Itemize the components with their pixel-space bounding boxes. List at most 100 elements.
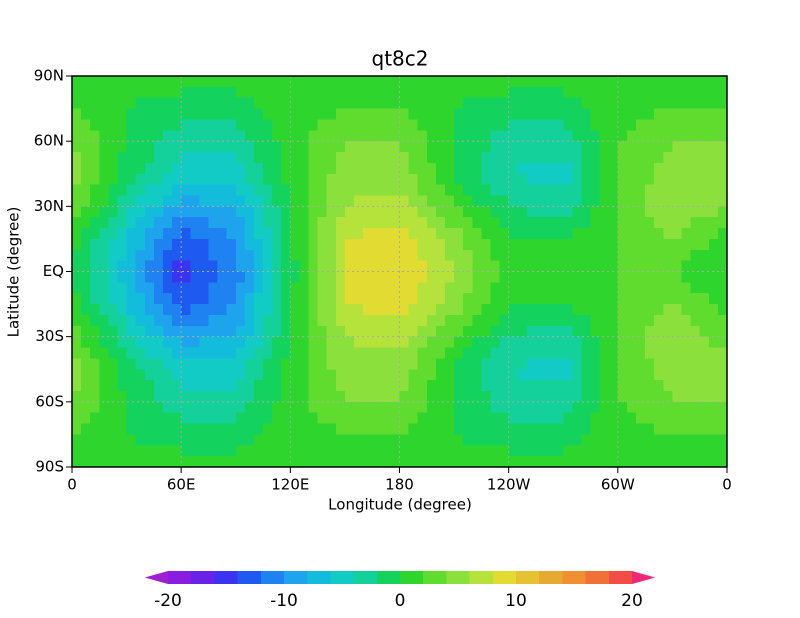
contour-cell xyxy=(344,347,355,359)
contour-cell xyxy=(590,336,601,349)
contour-cell xyxy=(590,271,601,283)
contour-cell xyxy=(299,108,310,121)
contour-cell xyxy=(299,304,310,316)
contour-cell xyxy=(608,282,619,294)
contour-cell xyxy=(663,314,674,327)
contour-cell xyxy=(499,304,510,316)
contour-cell xyxy=(317,314,328,327)
contour-cell xyxy=(162,336,173,349)
contour-cell xyxy=(108,162,119,175)
contour-cell xyxy=(108,97,119,110)
contour-cell xyxy=(381,97,392,110)
contour-cell xyxy=(545,86,555,99)
contour-cell xyxy=(253,249,264,262)
contour-cell xyxy=(372,369,382,381)
contour-cell xyxy=(435,282,446,294)
contour-cell xyxy=(663,390,674,403)
contour-cell xyxy=(217,97,228,110)
contour-cell xyxy=(717,162,728,175)
contour-cell xyxy=(626,347,637,359)
contour-cell xyxy=(526,412,537,425)
contour-cell xyxy=(581,76,592,88)
contour-cell xyxy=(572,238,583,251)
contour-cell xyxy=(272,76,282,88)
contour-cell xyxy=(263,108,273,121)
contour-cell xyxy=(717,445,728,457)
contour-cell xyxy=(563,76,573,88)
contour-cell xyxy=(326,369,337,381)
contour-cell xyxy=(408,304,419,316)
contour-cell xyxy=(563,347,573,359)
contour-cell xyxy=(144,152,155,164)
colorbar-tick-label: 0 xyxy=(395,591,406,611)
contour-cell xyxy=(454,108,464,121)
contour-cell xyxy=(481,238,492,251)
contour-cell xyxy=(90,195,100,207)
contour-cell xyxy=(72,369,82,381)
contour-cell xyxy=(253,152,264,164)
contour-cell xyxy=(126,456,137,468)
contour-cell xyxy=(472,173,482,186)
contour-cell xyxy=(708,217,719,229)
contour-cell xyxy=(317,434,328,446)
contour-cell xyxy=(354,238,364,251)
contour-cell xyxy=(699,97,710,110)
contour-cell xyxy=(208,141,219,153)
contour-cell xyxy=(390,304,401,316)
contour-cell xyxy=(335,412,346,425)
contour-cell xyxy=(681,369,692,381)
contour-cell xyxy=(526,152,537,164)
contour-cell xyxy=(144,249,155,262)
colorbar-box xyxy=(307,571,331,584)
contour-cell xyxy=(417,304,428,316)
contour-cell xyxy=(690,271,701,283)
contour-cell xyxy=(281,249,291,262)
contour-cell xyxy=(699,423,710,436)
contour-cell xyxy=(308,434,319,446)
contour-cell xyxy=(672,162,683,175)
contour-cell xyxy=(590,76,601,88)
contour-cell xyxy=(444,130,455,142)
contour-cell xyxy=(263,260,273,273)
contour-cell xyxy=(663,119,674,131)
contour-cell xyxy=(144,217,155,229)
contour-cell xyxy=(153,206,164,218)
contour-cell xyxy=(626,228,637,240)
contour-cell xyxy=(381,347,392,359)
contour-cell xyxy=(463,195,473,207)
contour-cell xyxy=(72,97,82,110)
contour-cell xyxy=(90,173,100,186)
contour-cell xyxy=(253,76,264,88)
contour-cell xyxy=(253,238,264,251)
contour-cell xyxy=(590,195,601,207)
contour-cell xyxy=(463,184,473,197)
contour-cell xyxy=(499,293,510,305)
contour-cell xyxy=(499,456,510,468)
contour-cell xyxy=(172,228,182,240)
contour-cell xyxy=(381,152,392,164)
contour-cell xyxy=(108,336,119,349)
contour-cell xyxy=(472,141,482,153)
contour-cell xyxy=(363,76,373,88)
colorbar-arrow xyxy=(144,571,168,584)
contour-cell xyxy=(308,238,319,251)
contour-cell xyxy=(72,336,82,349)
contour-cell xyxy=(636,173,646,186)
contour-cell xyxy=(390,347,401,359)
y-axis-label: Latitude (degree) xyxy=(5,207,23,338)
contour-cell xyxy=(354,336,364,349)
contour-cell xyxy=(399,314,410,327)
contour-cell xyxy=(354,206,364,218)
contour-cell xyxy=(226,380,237,392)
contour-cell xyxy=(535,76,546,88)
contour-cell xyxy=(463,173,473,186)
contour-cell xyxy=(508,184,519,197)
contour-cell xyxy=(636,336,646,349)
contour-cell xyxy=(181,434,191,446)
contour-cell xyxy=(344,173,355,186)
contour-cell xyxy=(535,217,546,229)
contour-cell xyxy=(363,206,373,218)
contour-cell xyxy=(190,401,200,414)
contour-cell xyxy=(263,130,273,142)
contour-cell xyxy=(636,206,646,218)
